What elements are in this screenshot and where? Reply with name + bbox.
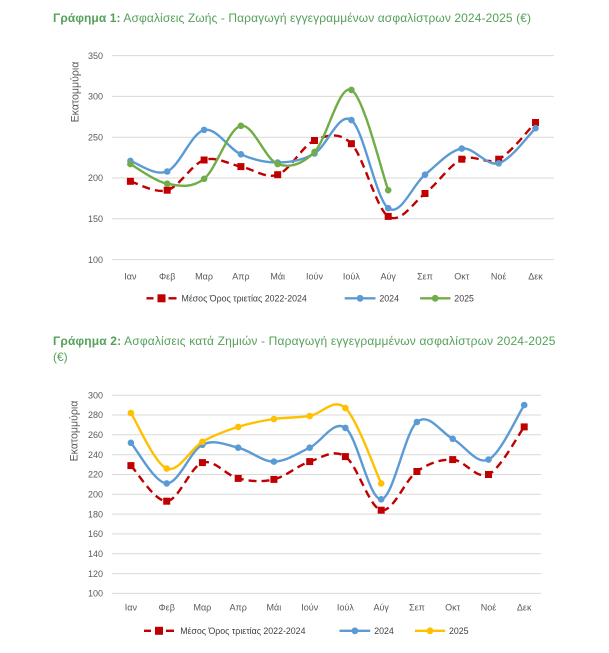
- svg-text:220: 220: [88, 470, 103, 480]
- svg-text:240: 240: [88, 450, 103, 460]
- svg-text:Μάι: Μάι: [267, 602, 282, 612]
- svg-text:Εκατομμύρια: Εκατομμύρια: [70, 62, 82, 123]
- svg-text:Σεπ: Σεπ: [417, 271, 433, 281]
- svg-text:Ιούλ: Ιούλ: [337, 602, 354, 612]
- svg-text:Εκατομμύρια: Εκατομμύρια: [69, 401, 81, 462]
- svg-text:Νοέ: Νοέ: [491, 271, 507, 281]
- svg-text:140: 140: [88, 549, 103, 559]
- svg-text:Οκτ: Οκτ: [445, 602, 461, 612]
- svg-text:200: 200: [88, 490, 103, 500]
- svg-text:2024: 2024: [379, 294, 399, 304]
- svg-text:Δεκ: Δεκ: [517, 602, 532, 612]
- svg-text:250: 250: [88, 132, 103, 142]
- svg-text:Γράφημα 1: Ασφαλίσεις Ζωής -: Γράφημα 1: Ασφαλίσεις Ζωής - Παραγωγή εγ…: [53, 11, 531, 25]
- svg-text:200: 200: [88, 173, 103, 183]
- svg-text:Νοέ: Νοέ: [481, 602, 497, 612]
- svg-text:350: 350: [88, 51, 103, 61]
- svg-text:260: 260: [88, 430, 103, 440]
- svg-text:Απρ: Απρ: [232, 271, 249, 281]
- svg-text:Ιαν: Ιαν: [125, 602, 138, 612]
- svg-text:150: 150: [88, 214, 103, 224]
- svg-text:Αύγ: Αύγ: [373, 602, 389, 612]
- svg-text:Μέσος Όρος τριετίας 2022-2024: Μέσος Όρος τριετίας 2022-2024: [180, 626, 305, 636]
- svg-text:Ιούν: Ιούν: [301, 602, 318, 612]
- svg-text:160: 160: [88, 529, 103, 539]
- svg-text:180: 180: [88, 509, 103, 519]
- svg-text:120: 120: [88, 569, 103, 579]
- svg-text:Μέσος Όρος τριετίας 2022-2024: Μέσος Όρος τριετίας 2022-2024: [182, 294, 307, 304]
- svg-text:300: 300: [88, 390, 103, 400]
- svg-text:Σεπ: Σεπ: [409, 602, 425, 612]
- svg-text:300: 300: [88, 92, 103, 102]
- svg-text:(€): (€): [53, 350, 68, 364]
- svg-text:Μαρ: Μαρ: [193, 602, 211, 612]
- svg-text:Μάι: Μάι: [270, 271, 285, 281]
- svg-text:Δεκ: Δεκ: [528, 271, 543, 281]
- svg-text:100: 100: [88, 589, 103, 599]
- svg-text:Απρ: Απρ: [230, 602, 247, 612]
- svg-text:Ιαν: Ιαν: [124, 271, 137, 281]
- svg-text:Οκτ: Οκτ: [454, 271, 470, 281]
- svg-text:2025: 2025: [454, 294, 474, 304]
- svg-text:Φεβ: Φεβ: [159, 271, 175, 281]
- svg-text:280: 280: [88, 410, 103, 420]
- svg-text:Μαρ: Μαρ: [195, 271, 213, 281]
- svg-text:2025: 2025: [449, 626, 469, 636]
- svg-text:100: 100: [88, 255, 103, 265]
- svg-text:Γράφημα 2: Ασφαλίσεις κατά Ζη: Γράφημα 2: Ασφαλίσεις κατά Ζημιών - Παρα…: [53, 334, 556, 348]
- svg-text:2024: 2024: [374, 626, 394, 636]
- svg-text:Αύγ: Αύγ: [380, 271, 396, 281]
- svg-text:Φεβ: Φεβ: [159, 602, 175, 612]
- svg-text:Ιούν: Ιούν: [306, 271, 323, 281]
- svg-text:Ιούλ: Ιούλ: [343, 271, 360, 281]
